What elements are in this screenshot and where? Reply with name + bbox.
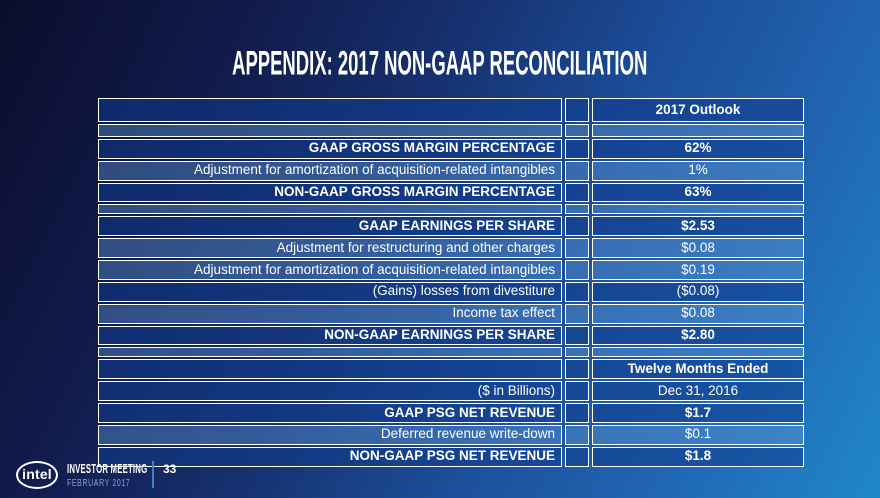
row-label: Income tax effect (98, 303, 562, 324)
row-label (98, 359, 562, 380)
row-label: GAAP EARNINGS PER SHARE (98, 216, 562, 237)
row-label: Adjustment for amortization of acquisiti… (98, 260, 562, 280)
slide-title: APPENDIX: 2017 NON-GAAP RECONCILIATION (0, 43, 880, 82)
spacer-cell (565, 98, 589, 122)
row-value: 1% (592, 160, 804, 181)
footer: intel INVESTOR MEETING FEBRUARY 2017 33 (16, 461, 176, 489)
spacer-cell (565, 138, 589, 159)
table-row (98, 123, 804, 137)
table-row: GAAP EARNINGS PER SHARE $2.53 (98, 216, 804, 237)
table-row: NON-GAAP GROSS MARGIN PERCENTAGE 63% (98, 182, 804, 203)
spacer-cell (565, 403, 589, 423)
table-row: GAAP GROSS MARGIN PERCENTAGE 62% (98, 138, 804, 159)
footer-separator (152, 461, 154, 488)
row-value: 63% (592, 182, 804, 203)
spacer-cell (565, 359, 589, 380)
row-label (98, 347, 562, 358)
footer-event-name: INVESTOR MEETING (67, 461, 148, 476)
row-label: (Gains) losses from divestiture (98, 281, 562, 302)
footer-text-block: INVESTOR MEETING FEBRUARY 2017 (67, 461, 148, 489)
table-row: Adjustment for amortization of acquisiti… (98, 260, 804, 280)
footer-event-date: FEBRUARY 2017 (67, 477, 131, 489)
table-row (98, 347, 804, 358)
intel-logo: intel (16, 461, 58, 489)
row-label: NON-GAAP PSG NET REVENUE (98, 446, 562, 467)
row-label (98, 98, 562, 122)
row-label: Adjustment for restructuring and other c… (98, 238, 562, 259)
spacer-cell (565, 325, 589, 346)
row-value: Twelve Months Ended (592, 359, 804, 380)
table-row: Adjustment for amortization of acquisiti… (98, 160, 804, 181)
spacer-cell (565, 303, 589, 324)
reconciliation-table-body: 2017 Outlook GAAP GROSS MARGIN PERCENTAGE… (98, 98, 804, 467)
row-value: $1.7 (592, 403, 804, 423)
row-label: NON-GAAP EARNINGS PER SHARE (98, 325, 562, 346)
spacer-cell (565, 204, 589, 215)
table-row: GAAP PSG NET REVENUE $1.7 (98, 403, 804, 423)
reconciliation-table: 2017 Outlook GAAP GROSS MARGIN PERCENTAGE… (95, 96, 807, 469)
table-row (98, 204, 804, 215)
row-value: $2.53 (592, 216, 804, 237)
row-value (592, 123, 804, 137)
spacer-cell (565, 260, 589, 280)
table-row: NON-GAAP EARNINGS PER SHARE $2.80 (98, 325, 804, 346)
row-value: 2017 Outlook (592, 98, 804, 122)
row-value: 62% (592, 138, 804, 159)
spacer-cell (565, 160, 589, 181)
table-row: 2017 Outlook (98, 98, 804, 122)
intel-logo-text: intel (22, 466, 52, 482)
row-value (592, 347, 804, 358)
row-value: Dec 31, 2016 (592, 381, 804, 402)
row-value: $0.19 (592, 260, 804, 280)
row-label: NON-GAAP GROSS MARGIN PERCENTAGE (98, 182, 562, 203)
row-label: GAAP PSG NET REVENUE (98, 403, 562, 423)
spacer-cell (565, 381, 589, 402)
table-row: Income tax effect $0.08 (98, 303, 804, 324)
table-row: NON-GAAP PSG NET REVENUE $1.8 (98, 446, 804, 467)
row-value: $0.08 (592, 238, 804, 259)
row-value: $0.1 (592, 424, 804, 445)
row-label: Deferred revenue write-down (98, 424, 562, 445)
spacer-cell (565, 238, 589, 259)
spacer-cell (565, 123, 589, 137)
row-label: GAAP GROSS MARGIN PERCENTAGE (98, 138, 562, 159)
spacer-cell (565, 446, 589, 467)
row-label: Adjustment for amortization of acquisiti… (98, 160, 562, 181)
slide-title-text: APPENDIX: 2017 NON-GAAP RECONCILIATION (232, 43, 648, 82)
row-label: ($ in Billions) (98, 381, 562, 402)
row-label (98, 123, 562, 137)
spacer-cell (565, 216, 589, 237)
spacer-cell (565, 424, 589, 445)
page-number: 33 (163, 462, 177, 476)
row-value: $1.8 (592, 446, 804, 467)
row-value: ($0.08) (592, 281, 804, 302)
row-value: $2.80 (592, 325, 804, 346)
row-label (98, 204, 562, 215)
table-row: Twelve Months Ended (98, 359, 804, 380)
row-value (592, 204, 804, 215)
row-value: $0.08 (592, 303, 804, 324)
spacer-cell (565, 347, 589, 358)
table-row: ($ in Billions) Dec 31, 2016 (98, 381, 804, 402)
table-row: Deferred revenue write-down $0.1 (98, 424, 804, 445)
table-row: Adjustment for restructuring and other c… (98, 238, 804, 259)
spacer-cell (565, 281, 589, 302)
table-row: (Gains) losses from divestiture ($0.08) (98, 281, 804, 302)
spacer-cell (565, 182, 589, 203)
